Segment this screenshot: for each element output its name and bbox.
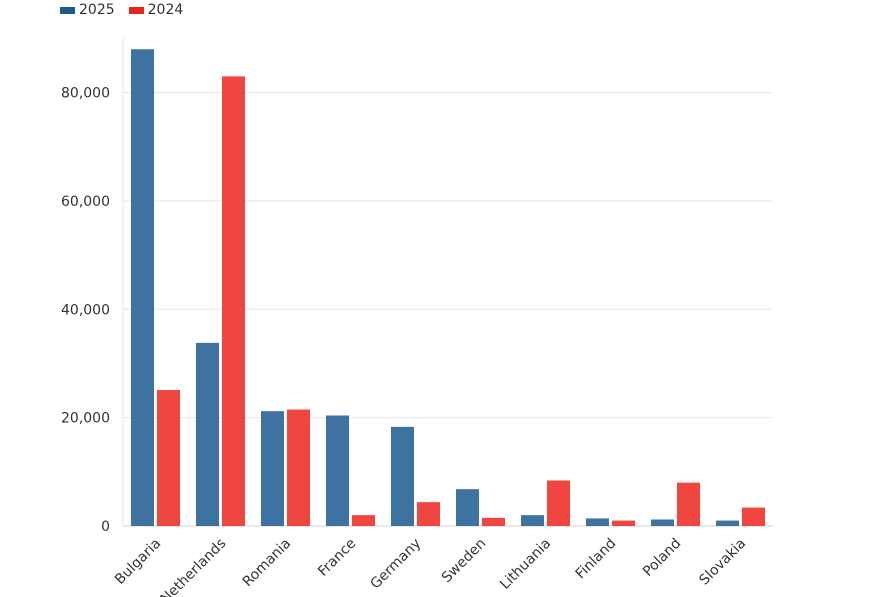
x-tick-label: Germany — [368, 536, 425, 593]
bar-2025-bulgaria[interactable] — [131, 49, 154, 526]
x-tick-label: Romania — [240, 536, 295, 591]
legend-label-2024: 2024 — [147, 2, 184, 18]
legend-swatch-2024 — [128, 6, 144, 14]
x-tick-label: Netherlands — [158, 536, 230, 597]
bar-2025-germany[interactable] — [391, 426, 414, 526]
legend: 2025 2024 — [60, 2, 183, 18]
bar-2025-finland[interactable] — [586, 518, 609, 526]
bar-2024-finland[interactable] — [612, 520, 635, 526]
bar-2025-lithuania[interactable] — [521, 515, 544, 526]
y-tick-label: 40,000 — [61, 302, 110, 318]
legend-item-2025[interactable]: 2025 — [60, 2, 115, 18]
x-tick-label: Bulgaria — [112, 536, 164, 588]
bar-2024-poland[interactable] — [677, 482, 700, 526]
y-tick-label: 0 — [101, 519, 110, 535]
x-tick-label: Lithuania — [497, 536, 554, 593]
legend-swatch-2025 — [60, 6, 75, 14]
y-tick-label: 60,000 — [61, 194, 110, 210]
bar-2024-slovakia[interactable] — [742, 507, 765, 526]
x-tick-label: Sweden — [439, 536, 489, 586]
bar-2025-poland[interactable] — [651, 519, 674, 526]
bar-2025-france[interactable] — [326, 415, 349, 526]
x-tick-label: Slovakia — [696, 536, 749, 589]
x-tick-label: Finland — [573, 536, 620, 583]
x-tick-label: France — [315, 536, 359, 580]
bar-2024-germany[interactable] — [417, 502, 440, 526]
bar-2024-bulgaria[interactable] — [157, 390, 180, 526]
bar-2024-lithuania[interactable] — [547, 480, 570, 526]
bar-2024-sweden[interactable] — [482, 517, 505, 526]
y-tick-label: 80,000 — [61, 86, 110, 102]
y-tick-label: 20,000 — [61, 411, 110, 427]
bar-2024-france[interactable] — [352, 515, 375, 526]
bar-2025-sweden[interactable] — [456, 489, 479, 526]
bar-2024-netherlands[interactable] — [222, 76, 245, 526]
x-tick-label: Poland — [640, 536, 684, 580]
bar-2024-romania[interactable] — [287, 409, 310, 526]
legend-item-2024[interactable]: 2024 — [128, 2, 184, 18]
bar-2025-romania[interactable] — [261, 411, 284, 526]
bar-2025-netherlands[interactable] — [196, 342, 219, 526]
legend-label-2025: 2025 — [79, 2, 115, 18]
bar-2025-slovakia[interactable] — [716, 520, 739, 526]
